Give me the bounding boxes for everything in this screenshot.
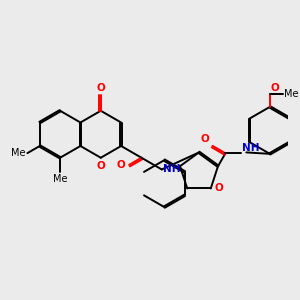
Text: O: O xyxy=(117,160,126,170)
Text: O: O xyxy=(214,184,223,194)
Text: O: O xyxy=(96,83,105,93)
Text: Me: Me xyxy=(284,89,299,99)
Text: NH: NH xyxy=(242,143,260,153)
Text: O: O xyxy=(270,83,279,93)
Text: NH: NH xyxy=(163,164,181,175)
Text: Me: Me xyxy=(11,148,25,158)
Text: O: O xyxy=(201,134,210,144)
Text: Me: Me xyxy=(53,174,67,184)
Text: O: O xyxy=(96,161,105,172)
